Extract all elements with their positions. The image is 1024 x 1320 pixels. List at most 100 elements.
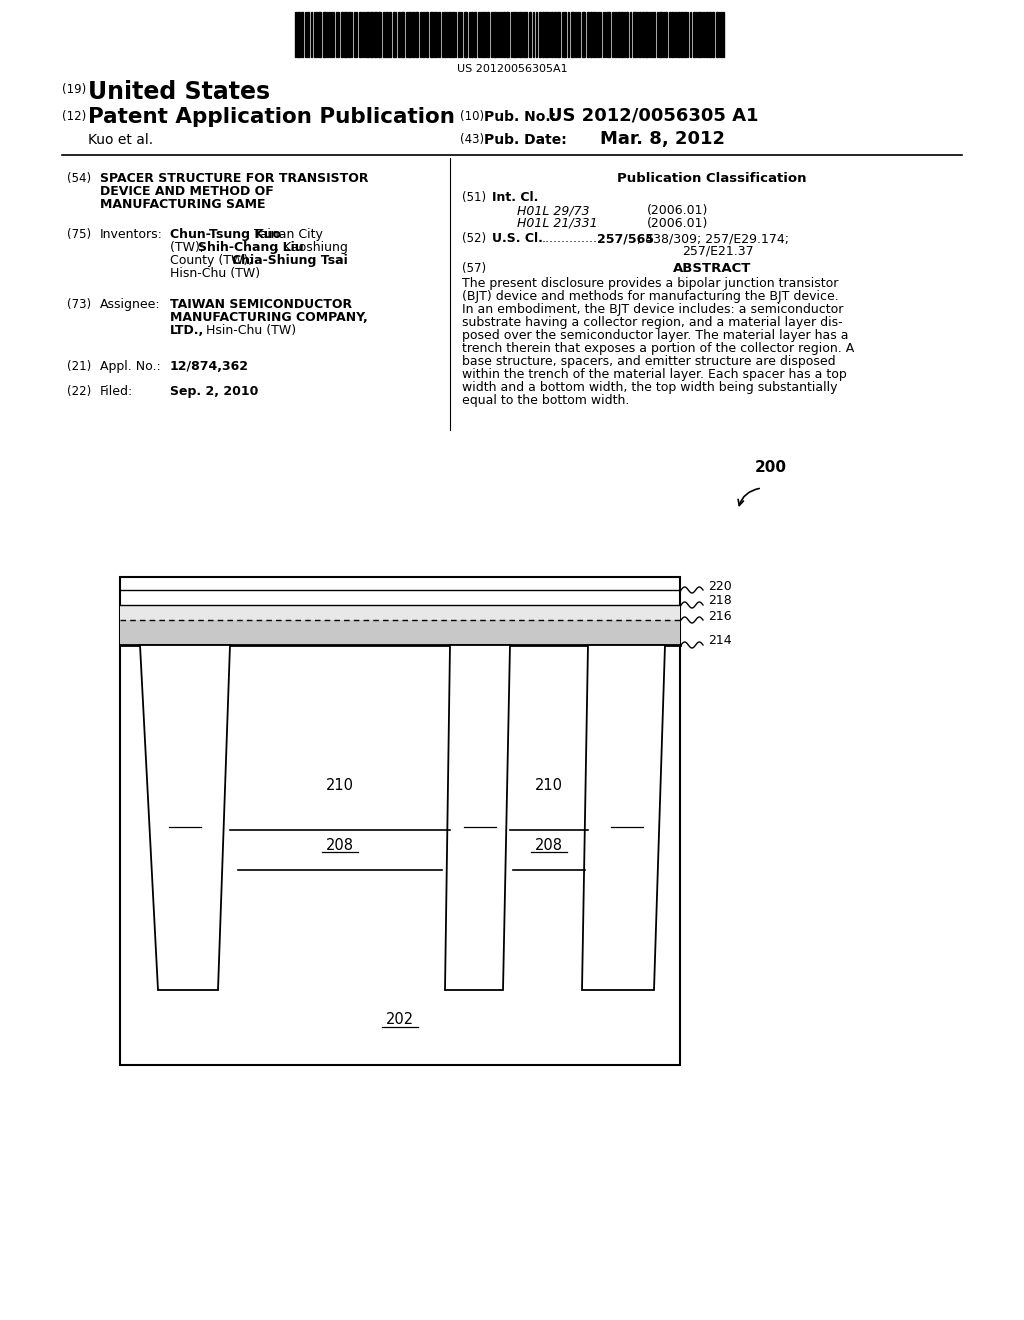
Bar — [120, 605, 680, 620]
Text: (BJT) device and methods for manufacturing the BJT device.: (BJT) device and methods for manufacturi… — [462, 290, 839, 304]
Text: (73): (73) — [67, 298, 91, 312]
Text: 212: 212 — [171, 813, 199, 828]
Bar — [639, 12, 641, 57]
Bar — [671, 12, 673, 57]
Polygon shape — [582, 645, 665, 990]
Bar — [564, 12, 566, 57]
Text: posed over the semiconductor layer. The material layer has a: posed over the semiconductor layer. The … — [462, 329, 849, 342]
Bar — [665, 12, 667, 57]
Bar — [398, 12, 400, 57]
Bar — [551, 12, 553, 57]
Text: , Kaoshiung: , Kaoshiung — [275, 242, 348, 253]
Text: base structure, spacers, and emitter structure are disposed: base structure, spacers, and emitter str… — [462, 355, 836, 368]
Bar — [449, 12, 451, 57]
Text: (57): (57) — [462, 261, 486, 275]
Text: 218: 218 — [708, 594, 732, 607]
Bar — [698, 12, 701, 57]
FancyArrowPatch shape — [738, 488, 759, 506]
Bar — [370, 12, 373, 57]
Bar — [487, 12, 489, 57]
Bar — [307, 12, 309, 57]
Bar — [506, 12, 509, 57]
Text: Kuo et al.: Kuo et al. — [88, 133, 154, 147]
Text: Pub. Date:: Pub. Date: — [484, 133, 566, 147]
Text: Shih-Chang Liu: Shih-Chang Liu — [198, 242, 304, 253]
Text: Assignee:: Assignee: — [100, 298, 161, 312]
Text: (10): (10) — [460, 110, 484, 123]
Bar — [571, 12, 574, 57]
Bar — [318, 12, 321, 57]
Text: US 20120056305A1: US 20120056305A1 — [457, 63, 567, 74]
Text: (52): (52) — [462, 232, 486, 246]
Text: 210: 210 — [535, 777, 563, 793]
Text: Chun-Tsung Kuo: Chun-Tsung Kuo — [170, 228, 282, 242]
Polygon shape — [140, 645, 230, 990]
Text: 12/874,362: 12/874,362 — [170, 360, 249, 374]
Bar — [712, 12, 714, 57]
Bar — [681, 12, 683, 57]
Text: US 2012/0056305 A1: US 2012/0056305 A1 — [548, 107, 759, 125]
Text: U.S. Cl.: U.S. Cl. — [492, 232, 543, 246]
Text: 214: 214 — [708, 635, 731, 648]
Bar — [323, 12, 326, 57]
Text: H01L 21/331: H01L 21/331 — [517, 216, 598, 230]
Polygon shape — [445, 645, 510, 990]
Bar — [393, 12, 396, 57]
Text: In an embodiment, the BJT device includes: a semiconductor: In an embodiment, the BJT device include… — [462, 304, 844, 315]
Bar — [359, 12, 361, 57]
Text: (51): (51) — [462, 191, 486, 205]
Bar — [412, 12, 414, 57]
Bar — [524, 12, 527, 57]
Bar — [513, 12, 516, 57]
Text: Pub. No.:: Pub. No.: — [484, 110, 556, 124]
Bar — [587, 12, 589, 57]
Text: ABSTRACT: ABSTRACT — [673, 261, 752, 275]
Bar — [401, 12, 404, 57]
Bar — [366, 12, 369, 57]
Text: (43): (43) — [460, 133, 484, 147]
Bar — [621, 12, 623, 57]
Bar — [444, 12, 446, 57]
Bar — [653, 12, 655, 57]
Text: 208: 208 — [535, 838, 563, 853]
Bar — [389, 12, 391, 57]
Text: DEVICE AND METHOD OF: DEVICE AND METHOD OF — [100, 185, 273, 198]
Text: Publication Classification: Publication Classification — [617, 172, 807, 185]
Bar — [426, 12, 428, 57]
Bar — [539, 12, 541, 57]
Text: MANUFACTURING COMPANY,: MANUFACTURING COMPANY, — [170, 312, 368, 323]
Text: 208: 208 — [326, 838, 354, 853]
Bar — [430, 12, 433, 57]
Bar — [693, 12, 695, 57]
Bar — [642, 12, 644, 57]
Text: 202: 202 — [386, 1012, 414, 1027]
Text: Appl. No.:: Appl. No.: — [100, 360, 161, 374]
Text: Hisn-Chu (TW): Hisn-Chu (TW) — [170, 267, 260, 280]
Bar — [554, 12, 556, 57]
Text: , Tainan City: , Tainan City — [246, 228, 323, 242]
Bar — [545, 12, 548, 57]
Bar — [482, 12, 484, 57]
Bar — [383, 12, 385, 57]
Text: (TW);: (TW); — [170, 242, 208, 253]
Text: trench therein that exposes a portion of the collector region. A: trench therein that exposes a portion of… — [462, 342, 854, 355]
Text: 216: 216 — [708, 610, 731, 623]
Text: Patent Application Publication: Patent Application Publication — [88, 107, 455, 127]
Text: County (TW);: County (TW); — [170, 253, 256, 267]
Text: (2006.01): (2006.01) — [647, 216, 709, 230]
Text: H01L 29/73: H01L 29/73 — [517, 205, 590, 216]
Bar — [709, 12, 711, 57]
Text: (2006.01): (2006.01) — [647, 205, 709, 216]
Bar — [474, 12, 476, 57]
Text: 257/E21.37: 257/E21.37 — [682, 246, 754, 257]
Text: ; 438/309; 257/E29.174;: ; 438/309; 257/E29.174; — [637, 232, 790, 246]
Text: Sep. 2, 2010: Sep. 2, 2010 — [170, 385, 258, 399]
Bar — [378, 12, 381, 57]
Text: (12): (12) — [62, 110, 86, 123]
Bar — [471, 12, 473, 57]
Bar — [503, 12, 505, 57]
Bar — [452, 12, 454, 57]
Text: within the trench of the material layer. Each spacer has a top: within the trench of the material layer.… — [462, 368, 847, 381]
Text: Filed:: Filed: — [100, 385, 133, 399]
Text: (21): (21) — [67, 360, 91, 374]
